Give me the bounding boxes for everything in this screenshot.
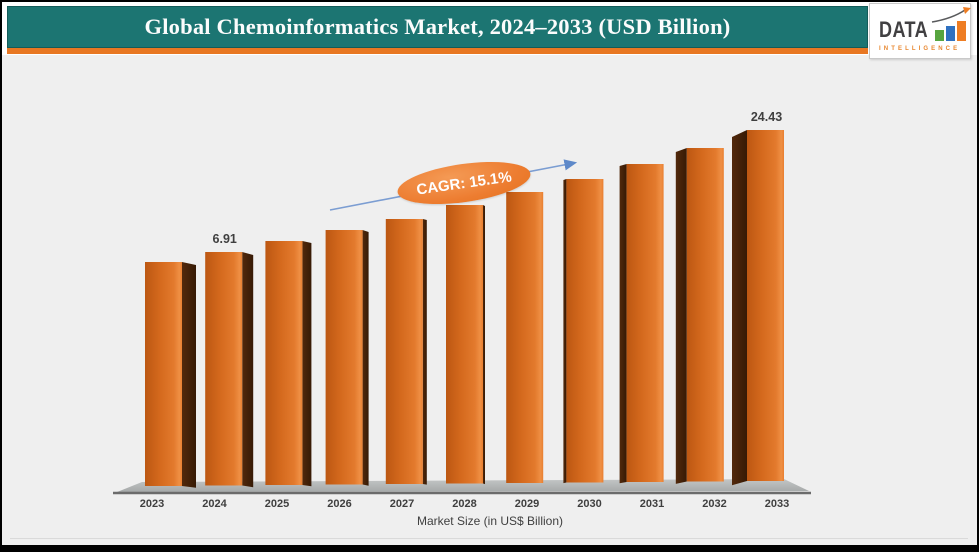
data-label-2024: 6.91 — [213, 232, 237, 246]
bar-side-face — [619, 164, 627, 484]
x-tick-2024: 2024 — [202, 498, 227, 510]
header-accent-bar — [7, 48, 868, 54]
logo-word: DATA — [879, 17, 929, 42]
bar-front-face — [145, 262, 182, 486]
header-band: Global Chemoinformatics Market, 2024–203… — [7, 6, 868, 48]
cagr-label: CAGR: 15.1% — [415, 167, 513, 199]
bar-front-face — [747, 130, 784, 481]
bar-2033 — [732, 130, 784, 486]
bar-2027 — [385, 219, 427, 485]
bar-2029 — [506, 192, 544, 483]
bar-front-face — [205, 252, 243, 486]
bar-side-face — [675, 148, 687, 484]
x-tick-2028: 2028 — [452, 498, 476, 510]
x-tick-2032: 2032 — [702, 498, 726, 510]
bar-front-face — [506, 192, 544, 483]
chart-bottom-rule — [10, 538, 968, 539]
bar-2032 — [675, 148, 724, 484]
bar-front-face — [686, 148, 724, 482]
bar-2025 — [265, 241, 312, 487]
bar-side-face — [242, 252, 254, 488]
bar-side-face — [732, 130, 747, 486]
company-logo: DATA INTELLIGENCE — [869, 3, 971, 59]
bar-side-face — [182, 262, 196, 488]
bar-2026 — [325, 230, 369, 486]
x-tick-2029: 2029 — [515, 498, 539, 510]
bar-2030 — [563, 179, 604, 484]
logo-bars-icon — [935, 20, 967, 41]
bar-front-face — [385, 219, 423, 484]
bar-2031 — [619, 164, 664, 484]
bar-2024 — [205, 252, 254, 488]
logo-bar-orange — [957, 21, 966, 41]
logo-bar-blue — [946, 26, 955, 41]
bar-2028 — [446, 205, 485, 485]
bar-side-face — [563, 179, 567, 484]
logo-growth-arrow-icon — [931, 7, 971, 23]
x-tick-2025: 2025 — [265, 498, 289, 510]
logo-tagline: INTELLIGENCE — [879, 46, 961, 52]
bar-front-face — [325, 230, 363, 485]
bar-side-face — [362, 230, 369, 486]
bar-side-face — [422, 219, 427, 485]
bar-front-face — [626, 164, 664, 482]
bar-front-face — [446, 205, 483, 484]
x-tick-2026: 2026 — [327, 498, 351, 510]
data-label-2033: 24.43 — [751, 110, 782, 124]
x-tick-2023: 2023 — [140, 498, 164, 510]
x-tick-2027: 2027 — [390, 498, 414, 510]
bar-front-face — [265, 241, 303, 485]
x-tick-2033: 2033 — [765, 498, 789, 510]
chart-title: Global Chemoinformatics Market, 2024–203… — [144, 14, 731, 39]
bar-side-face — [483, 205, 485, 485]
x-tick-2030: 2030 — [577, 498, 601, 510]
x-tick-2031: 2031 — [640, 498, 664, 510]
x-axis-title: Market Size (in US$ Billion) — [416, 514, 564, 528]
bar-front-face — [566, 179, 604, 483]
bar-chart: 2023 2024 6.91 2025 2026 2027 2028 2029 2030 2031… — [113, 110, 811, 510]
logo-bar-green — [935, 30, 944, 41]
bar-side-face — [302, 241, 312, 487]
bar-2023 — [145, 262, 196, 488]
